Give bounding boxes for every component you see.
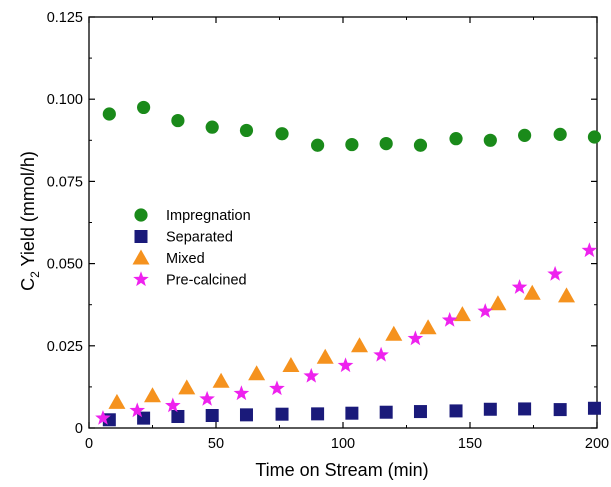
y-axis-title-subscript: 2 [28, 271, 42, 278]
data-point-pre-calcined [95, 409, 111, 425]
x-tick-label: 50 [208, 436, 224, 452]
data-point-mixed [419, 319, 437, 335]
data-point-impregnation [379, 136, 393, 151]
data-point-mixed [453, 306, 471, 322]
data-point-pre-calcined [477, 303, 494, 318]
x-tick-label: 150 [458, 436, 482, 452]
x-tick-label: 100 [331, 436, 355, 452]
x-tick-label: 200 [585, 436, 609, 452]
y-tick-label: 0.100 [47, 92, 83, 108]
data-point-pre-calcined [581, 242, 598, 258]
legend-label-impregnation: Impregnation [166, 208, 251, 224]
series-pre-calcined [95, 242, 598, 425]
series-separated [102, 401, 601, 427]
data-point-mixed [144, 387, 161, 403]
legend-marker-impregnation [134, 208, 148, 222]
data-point-mixed [351, 337, 369, 353]
data-point-separated [449, 404, 463, 418]
data-point-impregnation [345, 137, 359, 152]
data-point-separated [587, 401, 601, 415]
y-tick-label: 0 [75, 421, 83, 437]
data-point-mixed [489, 295, 507, 311]
legend-marker-mixed [132, 249, 150, 265]
data-point-impregnation [587, 130, 602, 144]
data-point-separated [205, 409, 219, 423]
data-point-mixed [316, 348, 334, 364]
y-tick-label: 0.050 [47, 257, 83, 273]
data-point-pre-calcined [337, 357, 354, 373]
y-tick-label: 0.025 [47, 339, 83, 355]
legend-marker-separated [134, 230, 148, 243]
data-point-impregnation [205, 120, 219, 134]
y-tick-label: 0.125 [47, 10, 83, 26]
data-point-mixed [212, 372, 230, 388]
data-point-impregnation [311, 138, 325, 152]
data-point-separated [553, 403, 567, 417]
data-point-impregnation [518, 128, 532, 142]
data-point-impregnation [413, 138, 428, 152]
y-axis-title: C2 Yield (mmol/h) [18, 151, 42, 291]
data-point-separated [518, 402, 532, 416]
y-axis-title-rest: Yield (mmol/h) [18, 151, 38, 271]
data-point-pre-calcined [129, 402, 146, 418]
data-point-mixed [385, 325, 403, 341]
data-point-mixed [108, 393, 126, 409]
data-point-impregnation [483, 133, 497, 147]
x-axis-title: Time on Stream (min) [255, 460, 428, 480]
data-point-pre-calcined [233, 385, 250, 401]
y-tick-label: 0.075 [47, 174, 83, 190]
data-point-pre-calcined [547, 265, 563, 281]
data-point-mixed [558, 287, 576, 303]
data-point-separated [345, 406, 359, 420]
data-point-mixed [178, 379, 196, 395]
x-tick-label: 0 [85, 436, 93, 452]
data-point-pre-calcined [441, 311, 458, 327]
data-point-pre-calcined [407, 330, 424, 346]
series-mixed [108, 284, 576, 409]
data-point-mixed [282, 357, 300, 373]
data-point-pre-calcined [373, 346, 389, 362]
data-points [95, 100, 602, 427]
data-point-separated [413, 405, 427, 419]
data-point-impregnation [239, 123, 254, 138]
data-point-pre-calcined [511, 279, 528, 294]
data-point-separated [379, 405, 393, 419]
data-point-impregnation [171, 113, 185, 128]
series-impregnation [102, 100, 602, 152]
legend: Impregnation Separated Mixed Pre-calcined [132, 208, 251, 289]
y-axis-title-main: C [18, 278, 38, 291]
data-point-pre-calcined [269, 380, 285, 396]
data-point-separated [275, 407, 289, 421]
legend-label-mixed: Mixed [166, 251, 205, 267]
data-point-pre-calcined [303, 367, 320, 383]
data-point-separated [239, 408, 253, 422]
data-point-impregnation [137, 100, 151, 115]
legend-label-separated: Separated [166, 230, 233, 246]
data-point-impregnation [449, 132, 463, 146]
data-point-separated [483, 402, 497, 416]
data-point-impregnation [102, 107, 116, 121]
data-point-pre-calcined [199, 390, 215, 406]
data-point-separated [171, 409, 185, 423]
legend-label-pre-calcined: Pre-calcined [166, 273, 247, 289]
data-point-separated [311, 407, 325, 421]
data-point-impregnation [553, 127, 567, 141]
data-point-mixed [248, 365, 266, 381]
x-axis-ticks: 0 50 100 150 200 [85, 17, 609, 452]
data-point-impregnation [275, 127, 289, 141]
data-point-pre-calcined [165, 397, 181, 413]
legend-marker-pre-calcined [133, 271, 149, 287]
y-axis-ticks: 0 0.025 0.050 0.075 0.100 0.125 [47, 10, 597, 437]
data-point-mixed [523, 284, 541, 300]
